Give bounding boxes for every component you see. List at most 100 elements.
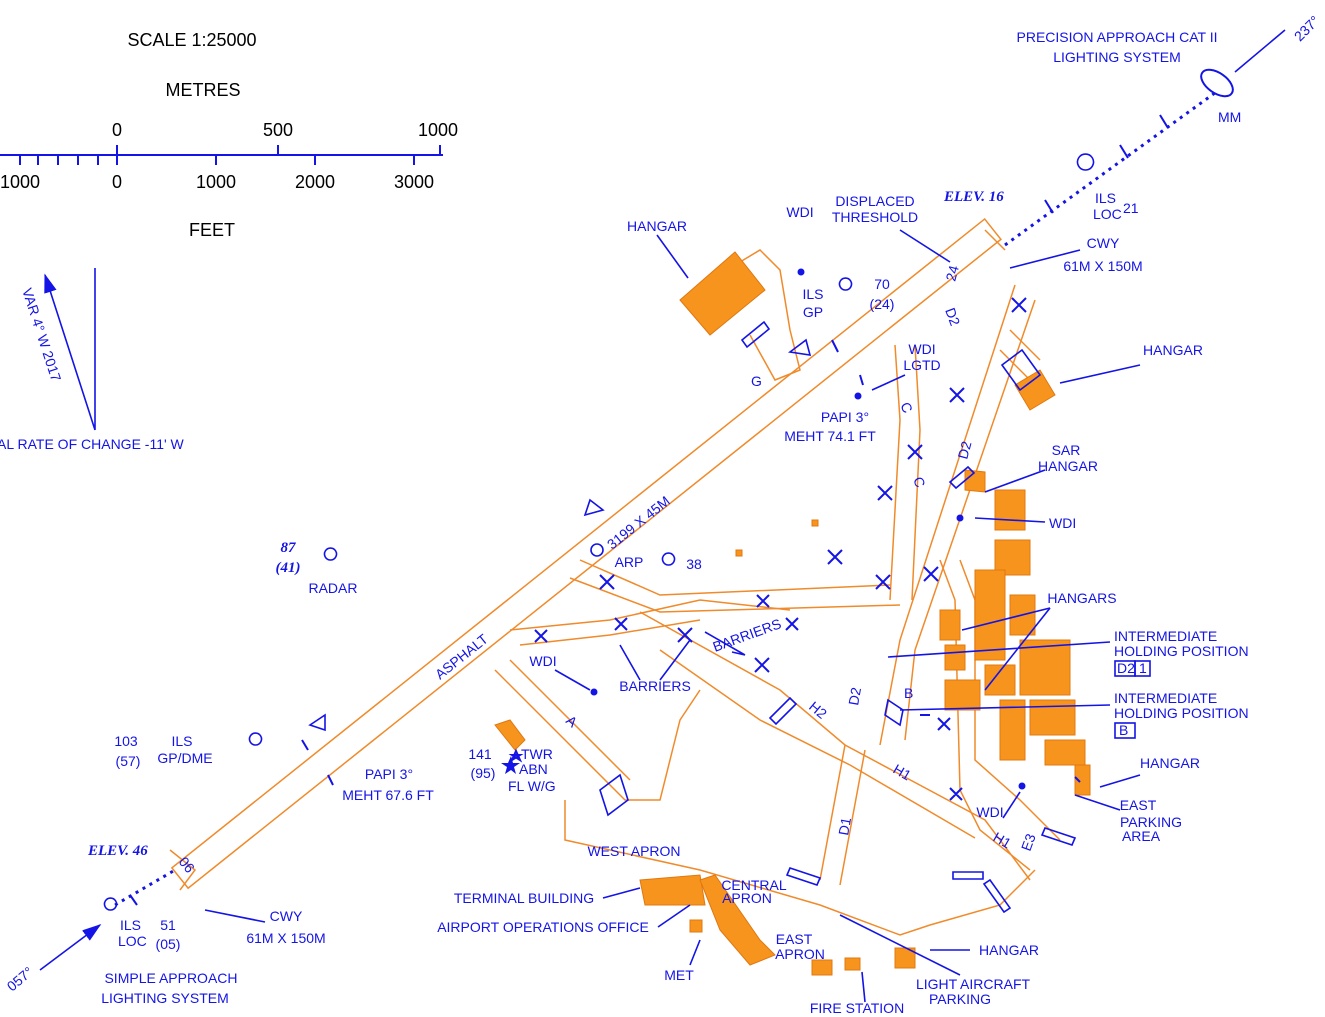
cwy: 61M X 150M (246, 930, 325, 946)
feet-label: FEET (189, 220, 235, 240)
ils: ILS (120, 917, 141, 933)
buildings (495, 252, 1090, 975)
runway-dimensions: 3199 X 45M (604, 493, 673, 553)
elevation: 141 (468, 746, 492, 762)
displaced: THRESHOLD (832, 209, 918, 225)
elevation: (57) (116, 753, 141, 769)
taxiway: D1 (835, 816, 854, 837)
taxiway: D2 (845, 686, 864, 707)
elevation: 51 (160, 917, 176, 933)
gp: GP/DME (157, 750, 212, 766)
met: MET (664, 967, 694, 983)
barriers: BARRIERS (711, 615, 784, 655)
holding-id: B (1119, 722, 1128, 738)
papi: MEHT 74.1 FT (784, 428, 876, 444)
fire-station: FIRE STATION (810, 1000, 904, 1016)
sar: HANGAR (1038, 458, 1098, 474)
taxiway: H2 (806, 698, 830, 722)
west-apron: WEST APRON (587, 843, 680, 859)
ils: ILS (802, 286, 823, 302)
feet-tick: 3000 (394, 172, 434, 192)
feet-tick: 1000 (0, 172, 40, 192)
cwy: 61M X 150M (1063, 258, 1142, 274)
papi: MEHT 67.6 FT (342, 787, 434, 803)
papi: PAPI 3° (365, 766, 413, 782)
variation: VAR 4° W 2017 (19, 286, 64, 384)
hangar: HANGAR (1140, 755, 1200, 771)
ils: ILS (1095, 190, 1116, 206)
terminal: TERMINAL BUILDING (454, 890, 594, 906)
loc-value: 21 (1123, 200, 1139, 216)
arp: ARP (615, 554, 644, 570)
cwy: CWY (1087, 235, 1120, 251)
east-parking: AREA (1122, 828, 1161, 844)
taxiway: D2 (954, 439, 974, 461)
holding-id: D2 (1117, 660, 1135, 676)
ops-office: AIRPORT OPERATIONS OFFICE (437, 919, 649, 935)
hangar: HANGAR (1143, 342, 1203, 358)
east-parking: EAST (1120, 797, 1157, 813)
gp: GP (803, 304, 823, 320)
elevation: (95) (471, 765, 496, 781)
sar: SAR (1052, 442, 1081, 458)
tower: FL W/G (508, 778, 556, 794)
elevation: 38 (686, 556, 702, 572)
tower: ABN (519, 761, 548, 777)
east-apron: EAST (776, 931, 813, 947)
loc: LOC (118, 933, 147, 949)
displaced: DISPLACED (835, 193, 914, 209)
bearing: 057° (4, 963, 36, 994)
holding: HOLDING POSITION (1114, 705, 1249, 721)
elevation: ELEV. 16 (943, 189, 1004, 205)
approach-label: LIGHTING SYSTEM (101, 990, 229, 1006)
holding: INTERMEDIATE (1114, 628, 1217, 644)
feet-tick: 1000 (196, 172, 236, 192)
taxiway: E3 (1018, 831, 1039, 853)
holding: INTERMEDIATE (1114, 690, 1217, 706)
approach-label: SIMPLE APPROACH (104, 970, 237, 986)
labels: SCALE 1:25000 METRES 0 500 1000 1000 0 1… (0, 12, 1323, 1016)
rate-of-change: AL RATE OF CHANGE -11' W (0, 436, 185, 452)
radar: RADAR (308, 580, 357, 596)
holding-id: 1 (1139, 660, 1147, 676)
ground-layout (170, 219, 1060, 935)
hangar: HANGAR (627, 218, 687, 234)
aerodrome-chart: SCALE 1:25000 METRES 0 500 1000 1000 0 1… (0, 0, 1325, 1017)
wdi: WDI (976, 804, 1003, 820)
bearing: 237° (1291, 12, 1323, 44)
elevation: (41) (276, 560, 301, 576)
loc: LOC (1093, 206, 1122, 222)
barriers: BARRIERS (619, 678, 691, 694)
tower: TWR (521, 746, 553, 762)
wdi: WDI (1049, 515, 1076, 531)
scale-title: SCALE 1:25000 (127, 30, 256, 50)
metres-tick: 500 (263, 120, 293, 140)
taxiway: C (910, 475, 928, 490)
elevation: (24) (870, 296, 895, 312)
wdi: LGTD (903, 357, 940, 373)
surface: ASPHALT (432, 630, 491, 682)
central-apron: APRON (722, 890, 772, 906)
elevation: ELEV. 46 (87, 843, 148, 859)
light-aircraft: PARKING (929, 991, 991, 1007)
ils: ILS (171, 733, 192, 749)
elevation: 103 (114, 733, 138, 749)
approach-label: LIGHTING SYSTEM (1053, 49, 1181, 65)
metres-tick: 0 (112, 120, 122, 140)
designator: 24 (942, 263, 962, 282)
holding: HOLDING POSITION (1114, 643, 1249, 659)
metres-tick: 1000 (418, 120, 458, 140)
wdi: WDI (786, 204, 813, 220)
elevation: (05) (156, 936, 181, 952)
papi: PAPI 3° (821, 409, 869, 425)
marker: MM (1218, 109, 1241, 125)
metres-label: METRES (165, 80, 240, 100)
taxiway: G (751, 373, 762, 389)
feet-tick: 0 (112, 172, 122, 192)
approach-label: PRECISION APPROACH CAT II (1017, 29, 1218, 45)
elevation: 87 (281, 540, 297, 556)
east-apron: APRON (775, 946, 825, 962)
elevation: 70 (874, 276, 890, 292)
wdi: WDI (529, 653, 556, 669)
light-aircraft: LIGHT AIRCRAFT (916, 976, 1031, 992)
